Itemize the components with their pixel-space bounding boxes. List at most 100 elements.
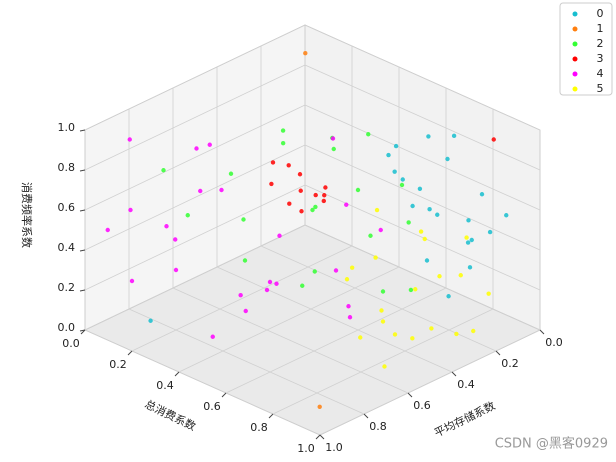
point [422, 236, 427, 242]
point [219, 187, 224, 193]
x-tick [451, 371, 457, 377]
point [379, 308, 384, 313]
point [310, 207, 315, 213]
point [349, 265, 355, 270]
point [465, 240, 471, 245]
point [486, 291, 491, 296]
z-axis-label: 消费频率系数 [20, 182, 34, 248]
point [408, 287, 414, 293]
legend-label: 1 [597, 22, 604, 35]
point [317, 404, 322, 409]
point [148, 318, 153, 323]
grid-line [304, 224, 541, 331]
labels: 0.0 0.2 0.4 0.6 0.8 1.0 0.0 0.2 0.4 0.6 0.8 1.0 0.0 0… [58, 121, 563, 455]
x-tick-label: 0.2 [501, 357, 519, 370]
point [164, 224, 169, 229]
y-tick-label: 0.8 [250, 421, 268, 434]
point [491, 137, 496, 142]
point [280, 140, 286, 146]
grid [84, 24, 541, 436]
z-tick [79, 169, 86, 172]
y-tick-label: 0.2 [109, 358, 127, 371]
z-tick [79, 249, 86, 252]
point [437, 274, 442, 279]
point [313, 192, 318, 198]
legend-marker [572, 71, 578, 77]
grid-line [84, 104, 306, 211]
point [129, 278, 135, 284]
point [435, 212, 440, 217]
grid-line [178, 266, 400, 373]
point [454, 331, 459, 337]
point [424, 258, 430, 263]
point [346, 304, 351, 309]
y-tick [174, 371, 180, 377]
y-tick [268, 413, 274, 419]
grid-line [84, 144, 306, 251]
grid-line [304, 64, 541, 171]
grid-line [84, 64, 306, 171]
legend-marker [572, 11, 578, 17]
y-tick [127, 350, 133, 356]
point [277, 233, 282, 238]
point [410, 203, 415, 209]
point [269, 181, 274, 187]
point [429, 326, 434, 331]
point [299, 209, 304, 214]
point [322, 193, 327, 198]
point [458, 273, 463, 278]
z-tick [79, 329, 86, 332]
point [417, 186, 423, 191]
x-tick [495, 350, 501, 356]
point [406, 220, 411, 225]
legend-label: 3 [597, 52, 604, 65]
legend-marker [572, 86, 578, 92]
grid-line [272, 308, 494, 415]
point [173, 267, 179, 273]
point [173, 237, 178, 242]
grid-line [304, 24, 541, 131]
point [426, 134, 431, 139]
point [358, 335, 363, 340]
y-axis-label: 总消费系数 [143, 397, 199, 434]
point [207, 142, 212, 147]
legend-marker [572, 56, 578, 62]
point [355, 187, 361, 193]
point [313, 204, 318, 210]
point [399, 182, 405, 188]
point [393, 143, 399, 149]
points [105, 51, 509, 409]
point [128, 207, 133, 213]
z-tick-label: 0.4 [58, 241, 76, 254]
point [298, 188, 303, 193]
point [242, 258, 248, 263]
grid-line [84, 184, 306, 291]
x-tick-label: 0.4 [457, 378, 475, 391]
point [344, 202, 349, 207]
z-tick [79, 129, 86, 132]
point [238, 292, 243, 298]
point [445, 156, 450, 162]
point [210, 334, 215, 339]
point [380, 289, 386, 294]
point [243, 308, 248, 314]
grid-line [84, 224, 306, 331]
z-tick-label: 0.0 [58, 321, 76, 334]
point [410, 336, 415, 341]
point [323, 185, 328, 190]
point [330, 136, 336, 141]
point [228, 171, 234, 176]
grid-line [304, 104, 541, 211]
y-tick-label: 0.4 [156, 379, 174, 392]
point [105, 227, 110, 233]
legend-label: 2 [597, 37, 604, 50]
point [380, 319, 386, 324]
point [386, 152, 391, 158]
point [185, 213, 190, 218]
z-tick-label: 1.0 [58, 121, 76, 134]
y-tick [80, 329, 86, 335]
y-tick-label: 0.6 [203, 400, 221, 413]
point [451, 133, 457, 139]
grid-line [84, 24, 306, 131]
z-tick-label: 0.6 [58, 201, 76, 214]
